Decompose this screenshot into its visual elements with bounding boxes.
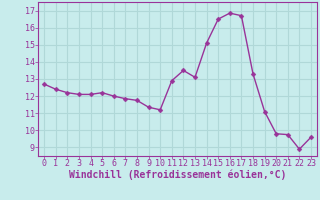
X-axis label: Windchill (Refroidissement éolien,°C): Windchill (Refroidissement éolien,°C): [69, 170, 286, 180]
